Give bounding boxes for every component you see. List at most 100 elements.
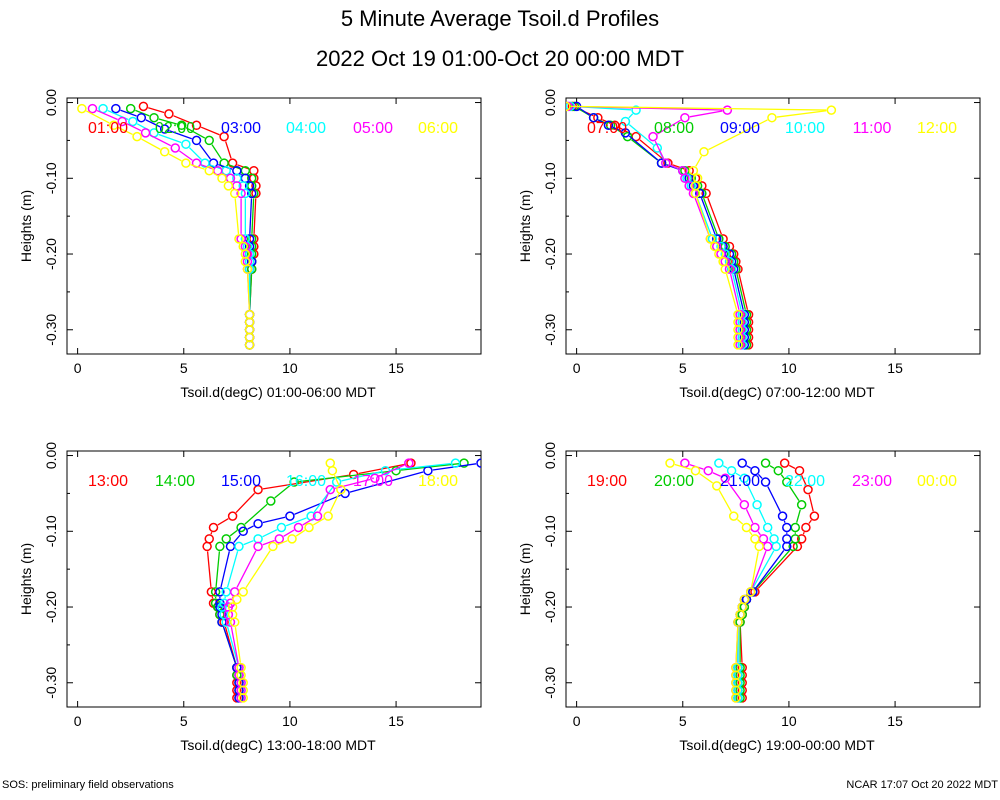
legend-label: 14:00	[155, 473, 195, 490]
data-point	[714, 458, 724, 468]
data-point	[244, 340, 255, 350]
series-0800	[569, 101, 752, 350]
series-line-segment	[745, 509, 754, 524]
data-point	[750, 522, 760, 533]
data-point	[610, 120, 620, 131]
series-line-segment	[294, 494, 341, 515]
series-line-segment	[757, 531, 761, 536]
series-line-segment	[734, 273, 744, 310]
series-line-segment	[215, 551, 221, 587]
data-point	[380, 465, 391, 476]
data-point	[603, 120, 614, 131]
y-tick-label: -0.20	[542, 238, 558, 270]
data-point	[240, 188, 251, 199]
series-2200	[714, 458, 781, 703]
series-line-segment	[190, 164, 205, 170]
y-tick-label: -0.30	[43, 667, 59, 699]
data-point	[138, 101, 149, 112]
data-point	[620, 116, 631, 127]
series-1500	[215, 458, 481, 703]
series-line-segment	[262, 516, 286, 524]
series-line-segment	[689, 110, 723, 118]
x-tick-label: 0	[573, 360, 581, 376]
legend-label: 13:00	[88, 473, 128, 490]
data-point	[779, 458, 790, 468]
series-line-segment	[117, 126, 133, 136]
data-point	[232, 594, 242, 605]
series-line-segment	[755, 549, 791, 589]
data-point	[711, 481, 722, 491]
series-line-segment	[725, 273, 738, 310]
data-point	[709, 241, 720, 252]
data-point	[331, 477, 342, 487]
panels: 0 5 10 15 0.00 -0.10 -0.20 -0.30 Tsoil.d(degC) 0…	[18, 89, 981, 753]
data-point	[741, 522, 752, 533]
x-tick-label: 15	[388, 713, 404, 729]
series-line-segment	[802, 531, 805, 535]
data-point	[325, 458, 336, 468]
series-line-segment	[334, 478, 371, 490]
legend-label: 12:00	[917, 120, 957, 137]
series-line-segment	[776, 110, 827, 118]
data-point	[204, 135, 214, 146]
series-line-segment	[277, 540, 288, 546]
x-tick-label: 0	[74, 360, 82, 376]
data-point	[204, 534, 214, 544]
x-tick-label: 10	[282, 360, 298, 376]
data-point	[238, 587, 248, 597]
series-line-segment	[222, 626, 236, 664]
data-point	[223, 181, 234, 191]
series-line-segment	[732, 273, 742, 310]
series-line-segment	[796, 509, 801, 523]
data-point	[140, 128, 151, 138]
series-line-segment	[654, 140, 665, 159]
series-line-segment	[253, 198, 257, 234]
data-point	[149, 112, 159, 123]
data-point	[191, 120, 202, 131]
data-point	[796, 500, 807, 510]
data-point	[762, 522, 773, 533]
series-line-segment	[302, 518, 314, 526]
x-tick-label: 5	[180, 360, 188, 376]
data-point	[771, 541, 781, 552]
data-point	[253, 484, 263, 495]
data-point	[826, 105, 837, 115]
data-point	[648, 131, 658, 142]
series-line-segment	[580, 108, 590, 116]
data-point	[77, 103, 87, 114]
data-point	[293, 522, 304, 533]
series-1800	[227, 458, 346, 703]
legend-label: 23:00	[852, 473, 892, 490]
legend-label: 21:00	[720, 473, 760, 490]
page-title: 5 Minute Average Tsoil.d Profiles	[341, 6, 659, 31]
data-point	[588, 112, 599, 123]
data-point	[699, 147, 709, 157]
series-line-segment	[148, 107, 165, 114]
series-line-segment	[243, 540, 254, 546]
series-line-segment	[333, 474, 340, 486]
series-line-segment	[708, 119, 768, 151]
data-point	[181, 139, 191, 149]
data-point	[809, 511, 820, 521]
series-line-segment	[349, 471, 424, 493]
data-point	[739, 500, 750, 510]
y-axis-label: Heights (m)	[517, 190, 533, 262]
series-line-segment	[745, 482, 756, 501]
data-point	[796, 534, 807, 544]
data-point	[450, 458, 461, 468]
series-line-segment	[718, 489, 732, 513]
data-point	[769, 534, 779, 544]
data-point	[325, 484, 336, 495]
series-line-segment	[230, 626, 239, 663]
y-tick-label: -0.20	[43, 591, 59, 623]
plot-frame	[66, 450, 482, 708]
data-point	[336, 484, 346, 495]
series-line-segment	[225, 141, 232, 159]
data-point	[726, 465, 737, 476]
data-point	[695, 188, 705, 199]
data-point	[731, 693, 741, 703]
data-point	[238, 693, 248, 703]
legend-label: 10:00	[785, 120, 825, 137]
data-point	[215, 541, 225, 552]
legend-label: 17:00	[353, 473, 393, 490]
